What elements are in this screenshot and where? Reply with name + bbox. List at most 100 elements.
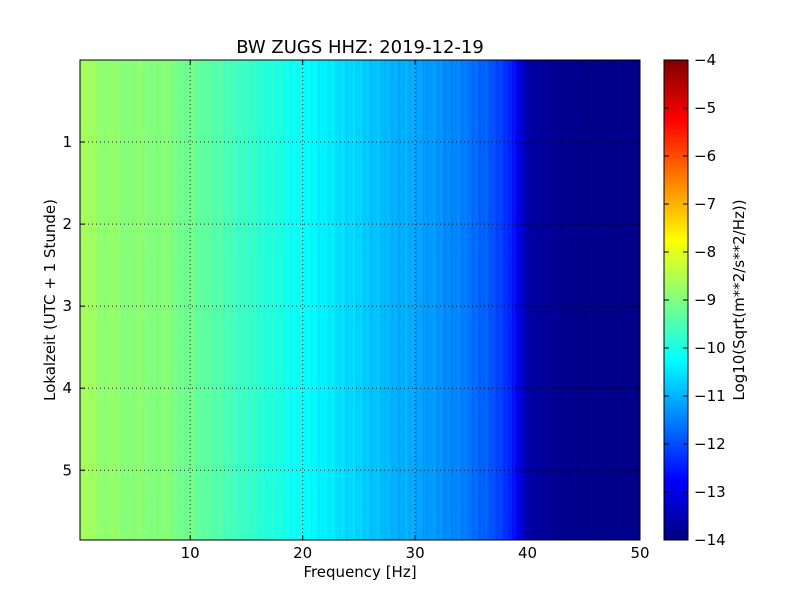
spectrogram-texture-stripe <box>234 60 236 540</box>
y-tick-label: 4 <box>62 379 72 397</box>
spectrogram-texture-stripe <box>458 60 460 540</box>
spectrogram-texture-stripe <box>517 60 519 540</box>
spectrogram-texture-stripe <box>136 60 138 540</box>
spectrogram-texture-stripe <box>251 60 253 540</box>
spectrogram-texture-stripe <box>374 60 376 540</box>
spectrogram-texture-stripe <box>101 60 103 540</box>
spectrogram-texture-stripe <box>83 60 85 540</box>
spectrogram-texture-stripe <box>209 60 211 540</box>
spectrogram-texture-stripe <box>356 60 358 540</box>
spectrogram-texture-stripe <box>622 60 624 540</box>
spectrogram-texture-stripe <box>192 60 194 540</box>
spectrogram-texture-stripe <box>594 60 596 540</box>
spectrogram-texture-stripe <box>423 60 425 540</box>
colorbar-label: Log10(Sqrt(m**2/s**2/Hz)) <box>730 199 748 400</box>
spectrogram-texture-stripe <box>339 60 341 540</box>
colorbar: −4 −5 −6 −7 −8 −9 −10 −11 −12 −13 −14 <box>663 51 726 549</box>
spectrogram-texture-stripe <box>412 60 414 540</box>
spectrogram-texture-stripe <box>181 60 183 540</box>
spectrogram-texture-stripe <box>269 60 271 540</box>
spectrogram-texture-stripe <box>433 60 435 540</box>
x-tick-label: 50 <box>630 544 649 562</box>
spectrogram-texture-stripe <box>97 60 99 540</box>
spectrogram-texture-stripe <box>409 60 411 540</box>
spectrogram-texture-stripe <box>167 60 169 540</box>
colorbar-tick-label: −9 <box>694 291 716 309</box>
spectrogram-texture-stripe <box>580 60 582 540</box>
spectrogram-texture-stripe <box>171 60 173 540</box>
spectrogram-texture-stripe <box>528 60 530 540</box>
spectrogram-texture-stripe <box>125 60 127 540</box>
colorbar-tick-label: −12 <box>694 435 726 453</box>
spectrogram-texture-stripe <box>115 60 117 540</box>
spectrogram-texture-stripe <box>342 60 344 540</box>
spectrogram-texture-stripe <box>398 60 400 540</box>
spectrogram-texture-stripe <box>570 60 572 540</box>
spectrogram-texture-stripe <box>314 60 316 540</box>
spectrogram-texture-stripe <box>216 60 218 540</box>
x-tick-label: 20 <box>293 544 312 562</box>
spectrogram-texture-stripe <box>283 60 285 540</box>
spectrogram-texture-stripe <box>139 60 141 540</box>
spectrogram-texture-stripe <box>402 60 404 540</box>
spectrogram-texture-stripe <box>370 60 372 540</box>
x-axis-label: Frequency [Hz] <box>303 563 416 581</box>
spectrogram-texture-stripe <box>472 60 474 540</box>
spectrogram-texture-stripe <box>279 60 281 540</box>
spectrogram-texture-stripe <box>122 60 124 540</box>
spectrogram-texture-stripe <box>577 60 579 540</box>
y-tick-label: 2 <box>62 215 72 233</box>
spectrogram-texture-stripe <box>437 60 439 540</box>
spectrogram-texture-stripe <box>150 60 152 540</box>
spectrogram-texture-stripe <box>360 60 362 540</box>
spectrogram-texture-stripe <box>332 60 334 540</box>
spectrogram-texture-stripe <box>276 60 278 540</box>
spectrogram-texture-stripe <box>178 60 180 540</box>
spectrogram-texture-stripe <box>143 60 145 540</box>
spectrogram-texture-stripe <box>447 60 449 540</box>
spectrogram-texture-stripe <box>461 60 463 540</box>
spectrogram-texture-stripe <box>626 60 628 540</box>
spectrogram-texture-stripe <box>160 60 162 540</box>
spectrogram-plot-area <box>80 60 640 540</box>
spectrogram-texture-stripe <box>587 60 589 540</box>
spectrogram-texture-stripe <box>584 60 586 540</box>
spectrogram-texture-stripe <box>262 60 264 540</box>
spectrogram-texture-stripe <box>538 60 540 540</box>
colorbar-tick-label: −8 <box>694 243 716 261</box>
colorbar-tick-label: −4 <box>694 51 716 69</box>
spectrogram-texture-stripe <box>304 60 306 540</box>
grid-lines <box>80 60 640 540</box>
spectrogram-texture-stripe <box>346 60 348 540</box>
spectrogram-texture-stripe <box>608 60 610 540</box>
spectrogram-texture-stripe <box>549 60 551 540</box>
spectrogram-texture-stripe <box>174 60 176 540</box>
spectrogram-texture-stripe <box>489 60 491 540</box>
spectrogram-texture-stripe <box>636 60 638 540</box>
spectrogram-texture-stripe <box>349 60 351 540</box>
spectrogram-texture-stripe <box>612 60 614 540</box>
spectrogram-texture-stripe <box>475 60 477 540</box>
spectrogram-texture-stripe <box>237 60 239 540</box>
spectrogram-texture-stripe <box>500 60 502 540</box>
spectrogram-texture-stripe <box>493 60 495 540</box>
spectrogram-texture-stripe <box>503 60 505 540</box>
spectrogram-texture-stripe <box>213 60 215 540</box>
spectrogram-texture-stripe <box>521 60 523 540</box>
spectrogram-texture-stripe <box>146 60 148 540</box>
spectrogram-texture-stripe <box>87 60 89 540</box>
spectrogram-texture-stripe <box>552 60 554 540</box>
spectrogram-texture-stripe <box>542 60 544 540</box>
axes: 10 20 30 40 50 1 2 3 4 5 <box>62 59 650 562</box>
spectrogram-texture-stripe <box>80 60 82 540</box>
spectrogram-texture-stripe <box>157 60 159 540</box>
spectrogram-texture-stripe <box>202 60 204 540</box>
spectrogram-texture-stripe <box>440 60 442 540</box>
spectrogram-texture-stripe <box>90 60 92 540</box>
spectrogram-texture-stripe <box>290 60 292 540</box>
y-tick-label: 5 <box>62 461 72 479</box>
x-tick-label: 10 <box>181 544 200 562</box>
spectrogram-texture-stripe <box>633 60 635 540</box>
spectrogram-texture-stripe <box>545 60 547 540</box>
